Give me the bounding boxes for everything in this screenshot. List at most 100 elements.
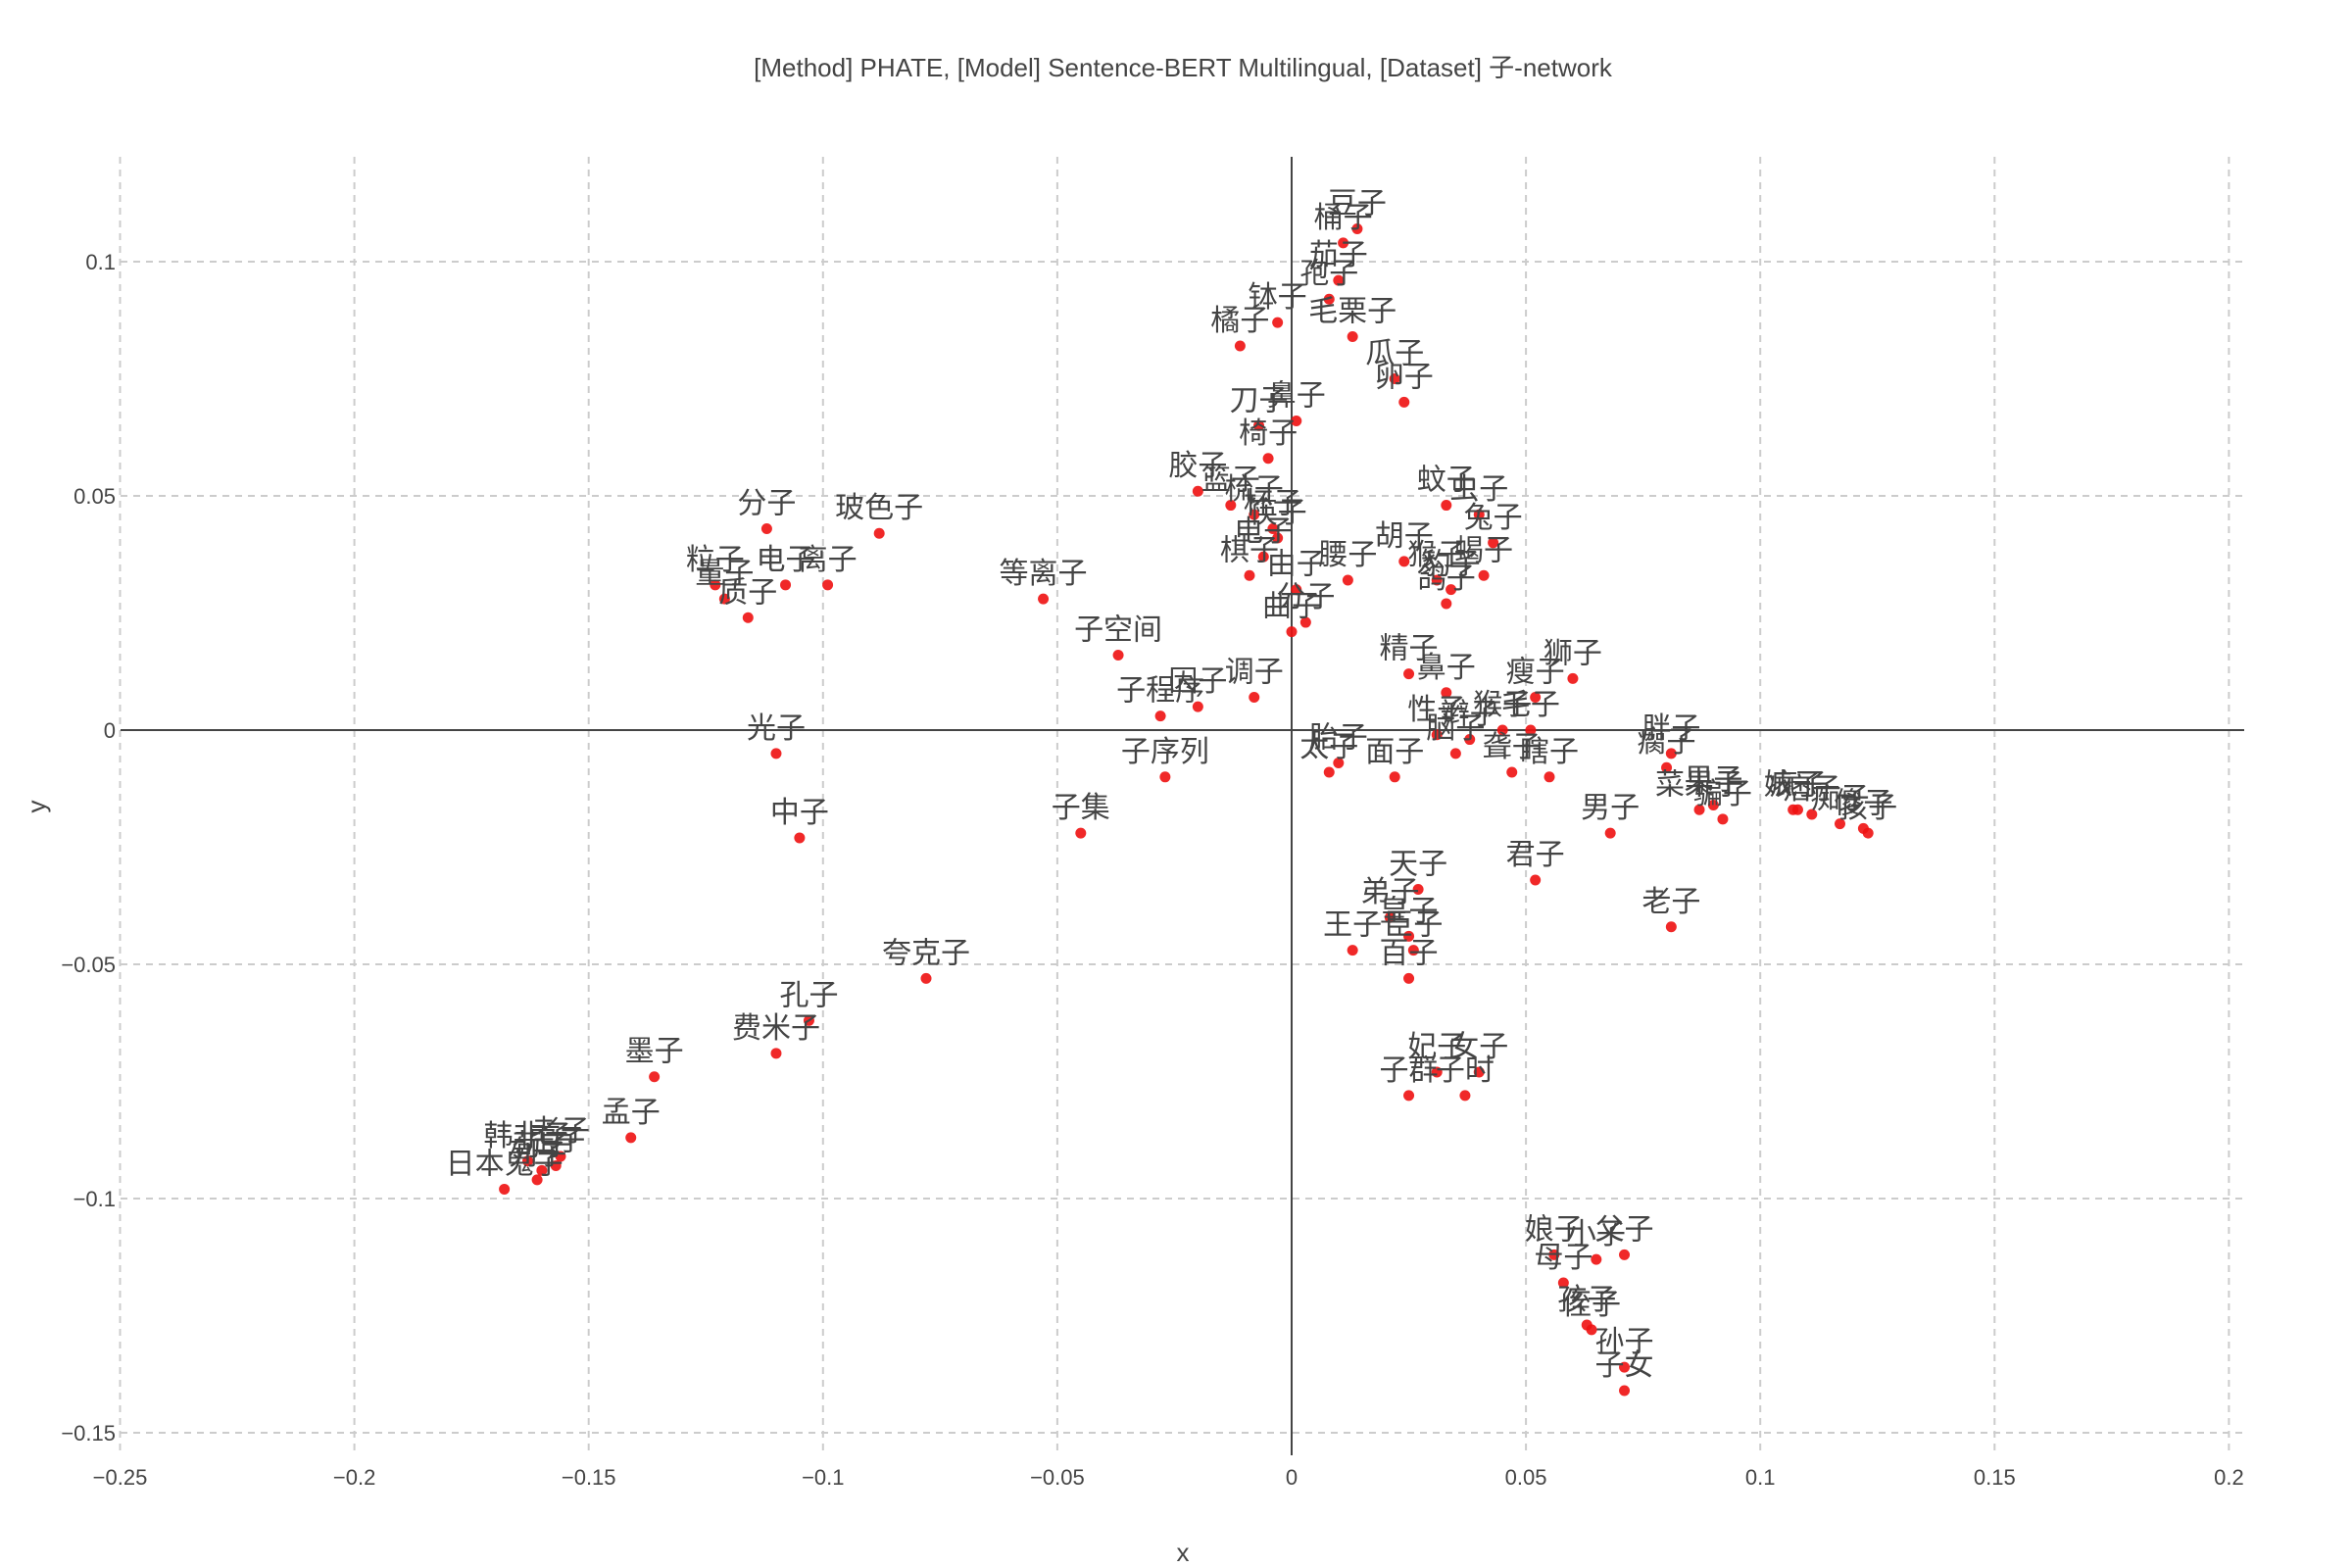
data-label: 男子 bbox=[1581, 791, 1640, 825]
data-label: 荀子 bbox=[513, 1128, 571, 1162]
data-point bbox=[1446, 584, 1457, 596]
data-point bbox=[1291, 416, 1302, 427]
points-layer bbox=[499, 223, 1874, 1396]
data-point bbox=[1431, 574, 1443, 586]
data-point bbox=[1557, 1277, 1569, 1289]
data-label: 辫子 bbox=[1441, 698, 1499, 732]
x-tick-label: 0.2 bbox=[2214, 1465, 2244, 1490]
data-label: 胖子 bbox=[1642, 711, 1700, 746]
data-point bbox=[1544, 771, 1555, 783]
data-point bbox=[1591, 1253, 1602, 1265]
data-point bbox=[1506, 766, 1518, 778]
data-point bbox=[1441, 687, 1452, 699]
data-point bbox=[531, 1174, 543, 1186]
data-point bbox=[1398, 396, 1410, 408]
data-point bbox=[1338, 237, 1349, 249]
data-label: 质子 bbox=[718, 575, 777, 610]
data-point bbox=[1665, 921, 1677, 933]
y-tick-label: 0.05 bbox=[74, 484, 116, 509]
data-label: 太子 bbox=[1299, 730, 1358, 764]
data-point bbox=[1665, 748, 1677, 760]
data-point bbox=[1389, 373, 1400, 384]
data-point bbox=[550, 1160, 562, 1172]
data-point bbox=[1862, 827, 1874, 839]
data-point bbox=[1403, 1090, 1415, 1102]
data-label: 子女 bbox=[1595, 1348, 1654, 1383]
data-label: 瘸子 bbox=[1638, 725, 1696, 760]
data-point bbox=[536, 1164, 548, 1176]
data-label: 钵子 bbox=[1249, 280, 1307, 315]
data-point bbox=[1225, 500, 1237, 512]
data-label: 鼻子 bbox=[1267, 379, 1326, 414]
data-point bbox=[1403, 668, 1415, 680]
x-tick-label: −0.25 bbox=[93, 1465, 148, 1490]
data-label: 父子 bbox=[1595, 1212, 1654, 1247]
y-tick-label: −0.05 bbox=[61, 953, 116, 977]
grid-layer bbox=[119, 157, 2244, 1455]
data-point bbox=[1464, 734, 1476, 746]
data-label: 电子 bbox=[1234, 514, 1293, 549]
data-label: 女子 bbox=[1449, 1030, 1508, 1064]
data-point bbox=[822, 579, 834, 591]
data-label: 蚊子 bbox=[1417, 464, 1476, 498]
data-point bbox=[742, 612, 754, 623]
data-point bbox=[1473, 509, 1485, 520]
data-point bbox=[1249, 692, 1260, 704]
data-point bbox=[1272, 317, 1284, 328]
data-label: 桶子 bbox=[1314, 201, 1373, 235]
data-label: 等离子 bbox=[1000, 557, 1088, 591]
data-label: 痴子 bbox=[1810, 782, 1869, 816]
data-label: 费米子 bbox=[732, 1011, 820, 1046]
data-label: 小子 bbox=[1567, 1217, 1626, 1251]
data-point bbox=[1806, 808, 1818, 820]
data-point bbox=[1530, 874, 1542, 886]
data-point bbox=[499, 1183, 511, 1195]
x-tick-label: −0.1 bbox=[802, 1465, 844, 1490]
data-point bbox=[1431, 729, 1443, 741]
data-label: 篮子 bbox=[1201, 464, 1260, 498]
data-point bbox=[920, 972, 932, 984]
data-point bbox=[1038, 593, 1050, 605]
data-label: 子程序 bbox=[1116, 674, 1204, 709]
data-label: 电子 bbox=[757, 543, 815, 577]
data-label: 骗子 bbox=[1693, 777, 1752, 811]
data-label: 韩非子 bbox=[484, 1119, 572, 1153]
data-label: 子群 bbox=[1380, 1054, 1439, 1088]
data-point bbox=[1619, 1361, 1631, 1373]
data-point bbox=[1403, 972, 1415, 984]
data-point bbox=[1496, 724, 1508, 736]
data-point bbox=[555, 1151, 566, 1162]
data-point bbox=[760, 522, 772, 534]
data-label: 娘子 bbox=[1525, 1212, 1584, 1247]
data-point bbox=[1333, 757, 1345, 768]
data-point bbox=[803, 1014, 814, 1026]
data-label: 猴子 bbox=[1473, 688, 1532, 722]
data-label: 鼻子 bbox=[1417, 651, 1476, 685]
data-label: 果子 bbox=[1684, 762, 1742, 797]
data-point bbox=[1267, 522, 1279, 534]
data-point bbox=[1192, 701, 1203, 712]
data-label: 量子 bbox=[695, 557, 754, 591]
data-point bbox=[1661, 761, 1673, 773]
data-point bbox=[1604, 827, 1616, 839]
chart-title: [Method] PHATE, [Model] Sentence-BERT Mu… bbox=[754, 53, 1613, 82]
data-point bbox=[1567, 672, 1579, 684]
data-point bbox=[1431, 1066, 1443, 1078]
data-label: 筷子 bbox=[1249, 496, 1307, 530]
data-point bbox=[1707, 799, 1719, 810]
data-point bbox=[1548, 1249, 1560, 1260]
data-point bbox=[1834, 818, 1845, 830]
data-point bbox=[770, 748, 782, 760]
data-point bbox=[1619, 1249, 1631, 1260]
y-tick-label: −0.15 bbox=[61, 1421, 116, 1446]
data-label: 兔子 bbox=[1464, 501, 1523, 535]
data-label: 蝎子 bbox=[1454, 533, 1513, 567]
data-point bbox=[1291, 584, 1302, 596]
data-point bbox=[1262, 453, 1274, 465]
data-point bbox=[1441, 598, 1452, 610]
data-point bbox=[1159, 771, 1171, 783]
data-label: 子时 bbox=[1436, 1054, 1494, 1088]
data-point bbox=[1407, 945, 1419, 956]
